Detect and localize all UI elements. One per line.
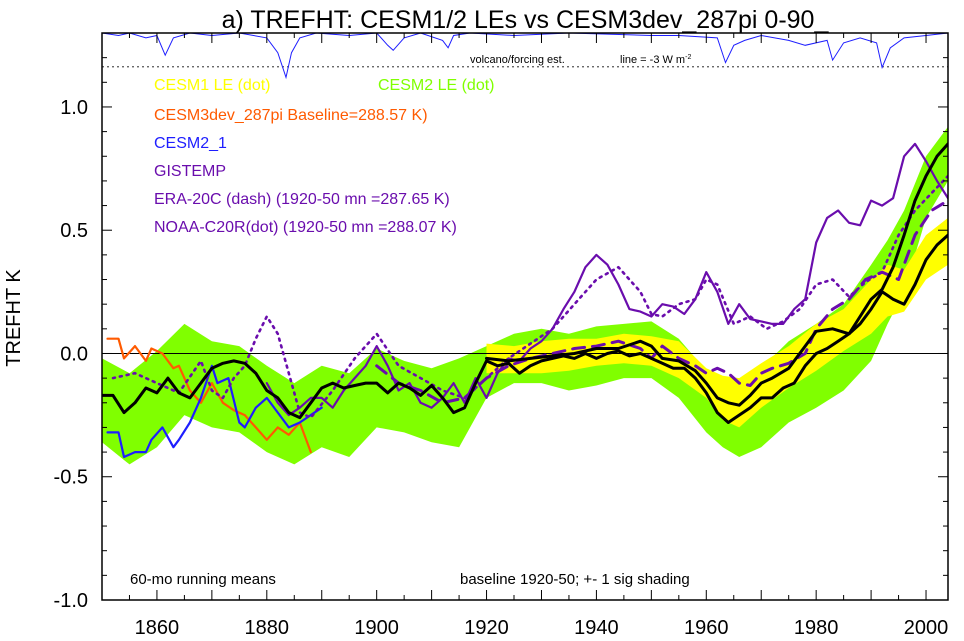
- y-axis-ticks: 1.0 0.5 0.0 -0.5 -1.0: [54, 32, 948, 612]
- legend-entry-cesm2-le: CESM2 LE (dot): [378, 77, 494, 94]
- x-axis-ticks: 1860 1880 1900 1920 1940 1960 1980 2000: [101, 33, 949, 639]
- x-tick-label-1860: 1860: [135, 617, 180, 639]
- legend-entry-cesm3dev: CESM3dev_287pi Baseline=288.57 K): [154, 107, 428, 124]
- legend: CESM1 LE (dot) CESM2 LE (dot) CESM3dev_2…: [154, 77, 494, 236]
- y-tick-label-1-0: -1.0: [54, 590, 88, 612]
- x-tick-label-1880: 1880: [245, 617, 290, 639]
- band-cesm2-le: [102, 126, 948, 465]
- y-tick-label-0-0: 0.0: [60, 343, 88, 365]
- x-tick-label-2000: 2000: [904, 617, 949, 639]
- series-cesm3dev-287pi: [106, 337, 312, 454]
- x-tick-label-1920: 1920: [464, 617, 509, 639]
- volcano-scale-label: line = -3 W m-2: [620, 54, 691, 66]
- chart-title: a) TREFHT: CESM1/2 LEs vs CESM3dev_287pi…: [222, 6, 830, 34]
- volcano-label: volcano/forcing est.: [470, 54, 565, 66]
- series-cesm1-le-mean: [485, 233, 948, 407]
- legend-entry-era20c: ERA-20C (dash) (1920-50 mn =287.65 K): [154, 191, 450, 208]
- y-tick-label-0-5: -0.5: [54, 467, 88, 489]
- volcano-scale-text: line = -3 W m: [620, 54, 685, 66]
- series-noaa-c20r: [111, 174, 948, 419]
- volcano-forcing-line: [102, 33, 948, 80]
- series-gistemp: [265, 142, 948, 417]
- volcano-forcing-series: [102, 33, 948, 80]
- x-tick-label-1980: 1980: [794, 617, 839, 639]
- legend-entry-cesm1-le: CESM1 LE (dot): [154, 77, 270, 94]
- legend-entry-gistemp: GISTEMP: [154, 163, 226, 180]
- series-cesm2-le-mean: [102, 142, 948, 424]
- x-tick-label-1960: 1960: [684, 617, 729, 639]
- y-tick-label-0-5: 0.5: [60, 220, 88, 242]
- baseline-note: baseline 1920-50; +- 1 sig shading: [460, 571, 690, 588]
- plot-frame: [101, 32, 949, 601]
- x-tick-label-1940: 1940: [574, 617, 619, 639]
- y-tick-label-1-0: 1.0: [60, 97, 88, 119]
- y-axis-label: TREFHT K: [3, 269, 25, 367]
- legend-entry-cesm2-1: CESM2_1: [154, 135, 227, 152]
- volcano-scale-superscript: -2: [685, 54, 691, 61]
- running-mean-note: 60-mo running means: [130, 571, 276, 588]
- uncertainty-bands: [102, 126, 948, 465]
- series-lines: [102, 142, 948, 459]
- series-cesm2-1: [106, 364, 323, 459]
- legend-entry-noaa-c20r: NOAA-C20R(dot) (1920-50 mn =288.07 K): [154, 219, 457, 236]
- x-tick-label-1900: 1900: [354, 617, 399, 639]
